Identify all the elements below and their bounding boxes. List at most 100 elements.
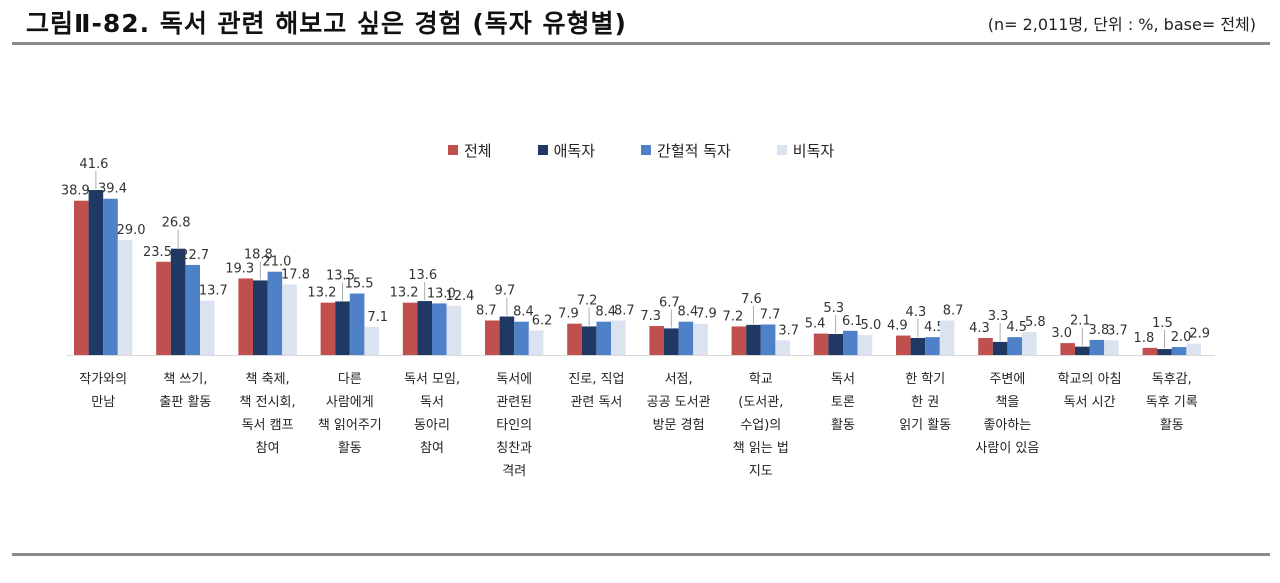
legend-label-avid-reader: 애독자 <box>553 141 596 160</box>
data-label: 7.7 <box>760 307 781 322</box>
bar <box>432 303 447 355</box>
data-label: 22.7 <box>180 248 209 263</box>
bar <box>760 324 776 355</box>
bar <box>238 278 253 355</box>
legend-swatch-total <box>448 145 458 155</box>
data-label: 13.0 <box>427 286 456 301</box>
bar <box>857 335 873 355</box>
bar <box>88 190 104 355</box>
bar <box>1157 349 1172 355</box>
data-label: 4.5 <box>924 320 945 335</box>
bar <box>910 337 926 355</box>
data-label: 3.0 <box>1051 326 1072 341</box>
bar <box>939 320 955 355</box>
data-label: 5.4 <box>805 317 826 332</box>
category-label: 독서에 <box>496 372 532 387</box>
data-label: 1.8 <box>1134 331 1155 346</box>
category-label: 출판 활동 <box>159 395 211 410</box>
bar <box>335 301 350 355</box>
bar <box>499 316 515 355</box>
category-label: 주변에 <box>989 372 1025 387</box>
bar <box>282 284 297 355</box>
category-label: 서점, <box>665 372 693 387</box>
bar <box>813 333 829 355</box>
legend-swatch-occasional-reader <box>641 145 652 155</box>
category-label: 학교의 아침 <box>1058 372 1122 387</box>
category-label: 관련된 <box>496 395 532 410</box>
category-label: 책 축제, <box>246 372 290 387</box>
category-label: 독서 <box>420 395 444 410</box>
bar <box>1007 337 1022 355</box>
data-label: 4.3 <box>969 321 990 336</box>
data-label: 38.9 <box>61 184 90 199</box>
data-label: 7.3 <box>640 309 661 324</box>
category-label: 사람이 있음 <box>975 441 1039 456</box>
data-label: 4.5 <box>1006 320 1027 335</box>
page-title: 그림Ⅱ-82. 독서 관련 해보고 싶은 경험 (독자 유형별) <box>26 9 627 38</box>
category-label: 학교 <box>749 372 773 387</box>
bottom-rule <box>12 553 1270 556</box>
category-label: 읽기 활동 <box>899 418 951 433</box>
category-label: 사람에게 <box>326 395 374 410</box>
category-label: 좋아하는 <box>983 418 1031 433</box>
bar <box>664 328 679 355</box>
legend: 전체 애독자 간헐적 독자 비독자 <box>448 138 880 162</box>
bar <box>1089 339 1105 355</box>
data-label: 2.9 <box>1189 326 1210 341</box>
bar <box>978 337 993 355</box>
data-label: 5.8 <box>1025 315 1046 330</box>
bar <box>1171 347 1187 355</box>
bar <box>1142 347 1158 355</box>
category-label: 동아리 <box>414 418 450 433</box>
data-label: 7.1 <box>367 310 388 325</box>
bar <box>678 321 694 355</box>
category-label: 진로, 직업 <box>568 372 624 387</box>
data-label: 13.2 <box>390 286 419 301</box>
data-label: 13.7 <box>199 284 228 299</box>
category-label: 수업)의 <box>740 418 781 433</box>
data-label: 8.7 <box>943 303 964 318</box>
data-label: 5.3 <box>823 301 844 316</box>
data-label: 3.3 <box>988 309 1009 324</box>
bar <box>349 293 365 355</box>
category-label: 책 전시회, <box>240 395 296 410</box>
data-label: 3.7 <box>1107 323 1128 338</box>
bar <box>117 239 133 355</box>
header: 그림Ⅱ-82. 독서 관련 해보고 싶은 경험 (독자 유형별) (n= 2,0… <box>0 0 1280 44</box>
data-label: 6.7 <box>659 295 680 310</box>
category-label: 독후감, <box>1152 372 1192 387</box>
category-label: 활동 <box>338 441 362 456</box>
data-label: 3.8 <box>1089 323 1110 338</box>
category-label: 독서 모임, <box>404 372 460 387</box>
category-label: 방문 경험 <box>653 418 705 433</box>
data-label: 7.2 <box>577 293 598 308</box>
bar <box>528 330 544 355</box>
data-label: 17.8 <box>281 267 310 282</box>
data-label: 3.7 <box>778 323 799 338</box>
data-label: 8.7 <box>614 303 635 318</box>
category-label: 활동 <box>831 418 855 433</box>
data-label: 9.7 <box>495 284 516 299</box>
data-label: 8.4 <box>678 305 699 320</box>
bar <box>925 337 940 355</box>
bar <box>746 324 761 355</box>
bar <box>1075 346 1090 355</box>
category-label: 참여 <box>256 441 280 456</box>
category-label: 한 학기 <box>905 372 945 387</box>
category-label: 격려 <box>502 464 526 479</box>
legend-swatch-avid-reader <box>537 145 548 155</box>
data-label: 6.1 <box>842 314 863 329</box>
legend-item-occasional-reader: 간헐적 독자 <box>641 140 731 161</box>
data-label: 7.6 <box>741 292 762 307</box>
data-label: 6.2 <box>532 313 553 328</box>
category-label: 한 권 <box>911 395 939 410</box>
legend-item-non-reader: 비독자 <box>776 140 834 161</box>
bar <box>693 323 708 355</box>
category-label: 토론 <box>831 395 855 410</box>
bar <box>253 280 268 355</box>
category-label: 만남 <box>91 395 115 410</box>
bar <box>74 200 89 355</box>
bar <box>1104 340 1119 355</box>
data-label: 8.7 <box>476 303 497 318</box>
